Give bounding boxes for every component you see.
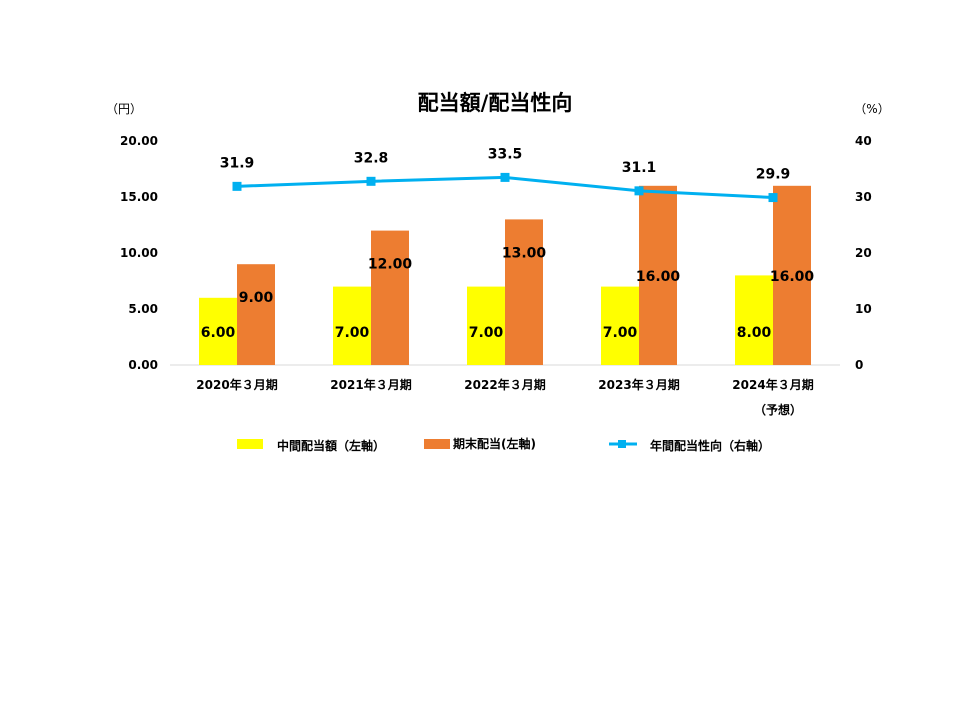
legend-label-payout: 年間配当性向（右軸） xyxy=(650,438,770,453)
category-label: 2021年３月期 xyxy=(330,377,411,392)
left-axis-tick-label: 10.00 xyxy=(120,246,158,260)
legend-label-interim: 中間配当額（左軸） xyxy=(277,438,385,453)
bar-interim xyxy=(333,286,371,365)
right-axis-tick-label: 30 xyxy=(855,190,872,204)
chart-title: 配当額/配当性向 xyxy=(418,91,573,115)
legend-label-year-end: 期末配当(左軸) xyxy=(453,436,536,451)
payout-ratio-marker xyxy=(634,186,644,196)
data-label-year-end: 12.00 xyxy=(368,257,413,273)
right-axis-tick-label: 10 xyxy=(855,302,872,316)
data-label-year-end: 9.00 xyxy=(239,290,274,306)
data-label-payout-ratio: 29.9 xyxy=(756,167,791,183)
category-label: 2022年３月期 xyxy=(464,377,545,392)
payout-ratio-marker xyxy=(768,193,778,203)
right-axis-tick-label: 40 xyxy=(855,134,872,148)
data-label-interim: 7.00 xyxy=(335,325,370,341)
payout-ratio-marker xyxy=(232,181,242,191)
payout-ratio-marker xyxy=(366,176,376,186)
bar-interim xyxy=(199,297,237,365)
category-label: 2024年３月期 xyxy=(732,377,813,392)
legend-marker-payout xyxy=(618,440,626,448)
data-label-payout-ratio: 33.5 xyxy=(488,146,523,162)
data-label-payout-ratio: 31.1 xyxy=(622,160,657,176)
bar-year-end xyxy=(639,185,677,365)
left-axis-unit: （円） xyxy=(106,102,142,116)
bar-interim xyxy=(735,275,773,365)
axes: 0.00 5.00 10.00 15.00 20.00 0 10 20 30 40 2020年３月期… xyxy=(120,134,872,417)
left-axis-tick-label: 20.00 xyxy=(120,134,158,148)
bar-year-end xyxy=(773,185,811,365)
bar-year-end xyxy=(237,264,275,365)
data-labels: 6.00 9.00 7.00 12.00 7.00 13.00 7.00 16.00 8.00 1… xyxy=(201,146,815,341)
right-axis-unit: （%） xyxy=(854,102,889,116)
data-label-payout-ratio: 32.8 xyxy=(354,150,389,166)
data-label-interim: 7.00 xyxy=(603,325,638,341)
legend-swatch-year-end xyxy=(424,439,450,449)
data-label-interim: 8.00 xyxy=(737,325,772,341)
right-axis-tick-label: 20 xyxy=(855,246,872,260)
legend-swatch-interim xyxy=(237,439,263,449)
bar-interim xyxy=(601,286,639,365)
bar-year-end xyxy=(371,230,409,365)
data-label-year-end: 13.00 xyxy=(502,245,547,261)
category-sub-label: （予想） xyxy=(754,402,802,417)
bar-interim xyxy=(467,286,505,365)
right-axis-tick-label: 0 xyxy=(855,358,863,372)
payout-ratio-marker xyxy=(500,172,510,182)
category-label: 2023年３月期 xyxy=(598,377,679,392)
data-label-year-end: 16.00 xyxy=(770,269,815,285)
category-label: 2020年３月期 xyxy=(196,377,277,392)
left-axis-tick-label: 5.00 xyxy=(128,302,158,316)
left-axis-tick-label: 15.00 xyxy=(120,190,158,204)
data-label-interim: 6.00 xyxy=(201,325,236,341)
line-series xyxy=(232,172,778,203)
bar-year-end xyxy=(505,219,543,365)
data-label-interim: 7.00 xyxy=(469,325,504,341)
data-label-payout-ratio: 31.9 xyxy=(220,155,255,171)
bars xyxy=(199,185,811,365)
left-axis-tick-label: 0.00 xyxy=(128,358,158,372)
data-label-year-end: 16.00 xyxy=(636,269,681,285)
legend: 中間配当額（左軸） 期末配当(左軸) 年間配当性向（右軸） xyxy=(237,436,770,453)
